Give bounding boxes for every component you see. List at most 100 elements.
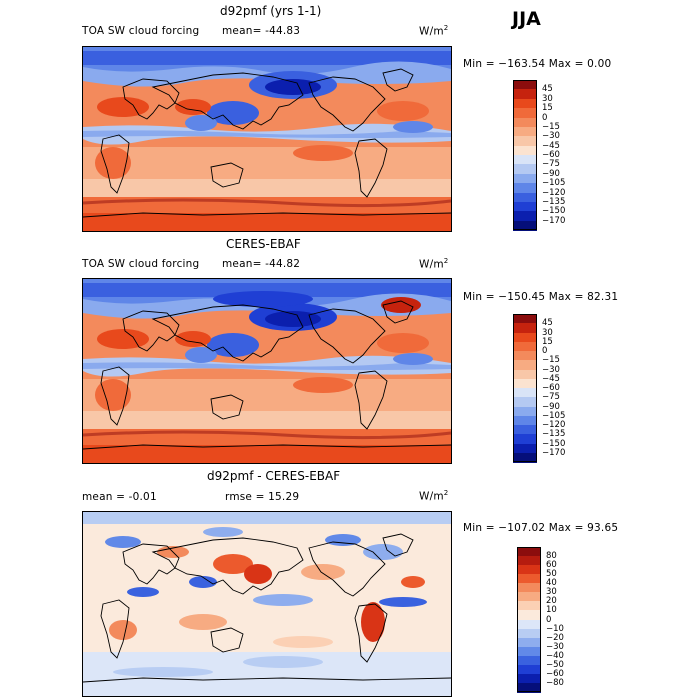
colorbar-swatch [513,136,537,147]
colorbar-swatch [513,145,537,156]
colorbar-tick-label: −30 [546,641,564,652]
colorbar-swatch [517,673,541,684]
panel-2-map [82,278,452,464]
panel-1-variable-label: TOA SW cloud forcing [82,25,200,37]
colorbar-swatch [513,183,537,193]
colorbar-swatch [513,89,537,100]
panel-1-mean: mean= -44.83 [222,25,301,37]
colorbar-tick-label: −105 [542,178,566,189]
colorbar-swatch [517,565,541,575]
colorbar-swatch [513,434,537,444]
colorbar-tick-label: 60 [546,560,557,571]
colorbar-swatch [513,155,537,165]
colorbar-tick-label: −150 [542,438,566,449]
colorbar-swatch [513,211,537,222]
colorbar-swatch [513,164,537,175]
colorbar-swatch [513,332,537,343]
panel-3-rmse: rmse = 15.29 [225,491,300,503]
panel-3-colorbar: 80 60 50 40 30 20 10 0 −10 −20 −30 −40 −50 −60 −80 [517,547,597,693]
colorbar-tick-label: 0 [542,346,548,356]
colorbar-swatch [513,173,537,184]
colorbar-tick-label: −60 [542,383,560,393]
colorbar-swatch [517,583,541,593]
colorbar-tick-label: 20 [546,596,557,607]
colorbar-tick-label: 30 [546,587,557,598]
colorbar-tick-label: −30 [542,131,560,142]
colorbar-swatch [517,682,541,693]
colorbar-swatch [517,664,541,675]
colorbar-tick-label: −150 [542,206,566,217]
panel-1-map [82,46,452,232]
colorbar-tick-label: −135 [542,429,566,440]
colorbar-tick-label: −170 [542,215,566,226]
colorbar-frame [513,80,537,230]
colorbar-swatch [513,117,537,128]
colorbar-swatch [513,314,537,324]
colorbar-swatch [517,646,541,657]
colorbar-swatch [517,592,541,602]
colorbar-swatch [513,443,537,454]
colorbar-frame [513,314,537,462]
colorbar-swatch [517,556,541,566]
colorbar-swatch [517,619,541,630]
colorbar-tick-label: −20 [546,632,564,643]
colorbar-swatch [517,628,541,639]
colorbar-tick-label: 15 [542,103,553,114]
colorbar-tick-label: −40 [546,650,564,661]
colorbar-swatch [513,351,537,361]
panel-3-map [82,511,452,697]
colorbar-swatch [513,388,537,398]
colorbar-swatch [513,341,537,352]
panel-2-units: W/m2 [419,257,449,271]
colorbar-tick-label: −30 [542,364,560,375]
colorbar-tick-label: 0 [546,614,552,625]
colorbar-tick-label: 40 [546,578,557,589]
colorbar-swatch [513,360,537,370]
colorbar-tick-label: 0 [542,112,548,123]
colorbar-tick-label: −10 [546,623,564,634]
colorbar-tick-label: −135 [542,196,566,207]
colorbar-swatch [517,601,541,611]
panel-3-minmax: Min = −107.02 Max = 93.65 [463,522,619,534]
colorbar-swatch [517,655,541,666]
panel-3-title: d92pmf - CERES-EBAF [207,469,341,483]
colorbar-swatch [517,547,541,557]
colorbar-tick-label: 30 [542,327,553,338]
colorbar-swatch [513,201,537,212]
colorbar-tick-label: −45 [542,140,560,151]
colorbar-tick-label: −45 [542,373,560,384]
colorbar-swatch [513,323,537,333]
colorbar-tick-label: −15 [542,355,560,366]
colorbar-swatch [517,637,541,648]
panel-2-colorbar: 45 30 15 0 −15 −30 −45 −60 −75 −90 −105 −120 −135 −15… [513,314,593,463]
panel-3-units: W/m2 [419,489,449,503]
colorbar-swatch [513,452,537,463]
colorbar-tick-label: 10 [546,605,557,616]
colorbar-tick-label: −120 [542,187,566,198]
colorbar-tick-label: −75 [542,159,560,170]
colorbar-tick-label: −60 [542,150,560,160]
colorbar-tick-label: −60 [546,668,564,679]
colorbar-swatch [513,192,537,203]
panel-2-variable-label: TOA SW cloud forcing [82,258,200,270]
colorbar-swatch [513,369,537,380]
colorbar-frame [517,547,541,692]
colorbar-tick-label: −105 [542,410,566,421]
colorbar-swatch [513,220,537,231]
colorbar-tick-label: −90 [542,401,560,412]
colorbar-tick-label: 45 [542,84,553,95]
colorbar-tick-label: 80 [546,551,557,562]
colorbar-tick-label: 50 [546,569,557,580]
colorbar-swatch [513,80,537,90]
colorbar-swatch [513,378,537,389]
colorbar-swatch [513,406,537,417]
colorbar-tick-label: −15 [542,121,560,132]
panel-1-minmax: Min = −163.54 Max = 0.00 [463,58,612,70]
panel-1-units: W/m2 [419,24,449,38]
colorbar-tick-label: −50 [546,659,564,670]
panel-2-minmax: Min = −150.45 Max = 82.31 [463,291,619,303]
colorbar-tick-label: 15 [542,336,553,347]
colorbar-tick-label: −75 [542,392,560,403]
colorbar-swatch [513,425,537,435]
colorbar-tick-label: 45 [542,318,553,329]
